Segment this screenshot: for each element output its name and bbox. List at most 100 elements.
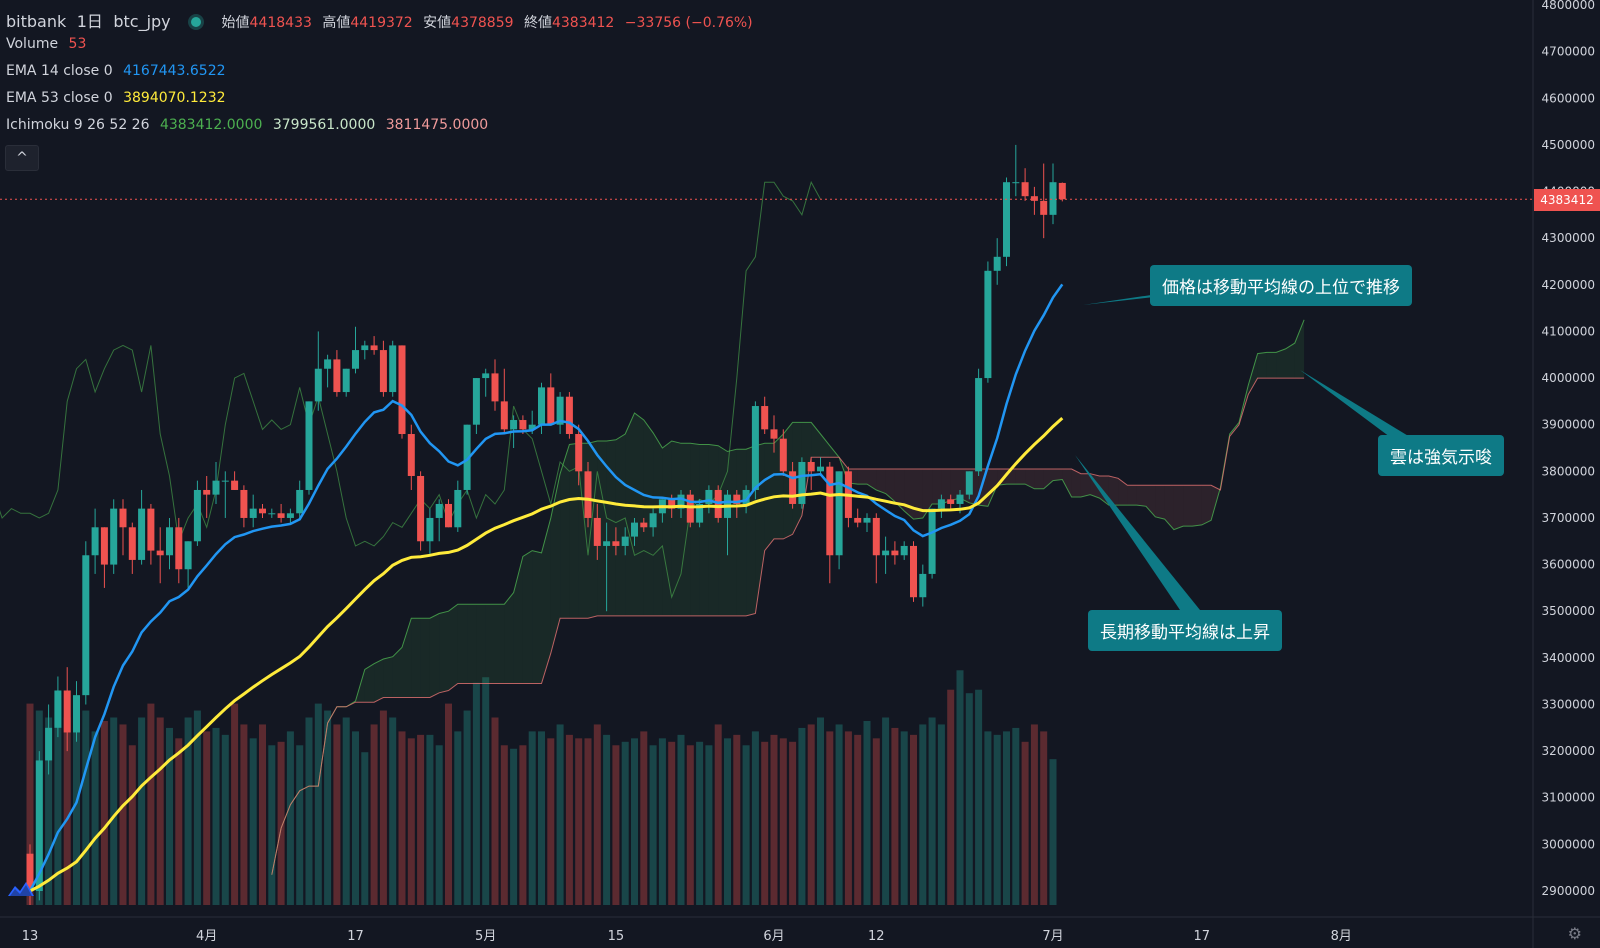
ema53-legend[interactable]: EMA 53 close 0 3894070.1232: [6, 90, 232, 106]
candle-body: [742, 489, 750, 504]
ichimoku-cloud-segment: [1164, 485, 1174, 530]
ema14-label: EMA 14 close 0: [6, 63, 113, 79]
ichimoku-cloud-segment: [1192, 485, 1202, 527]
candle-body: [156, 550, 164, 556]
volume-bar: [314, 703, 322, 905]
candle-body: [110, 508, 118, 565]
price-axis-panel: [1533, 0, 1600, 948]
annotation-long-ma-rising[interactable]: 長期移動平均線は上昇: [1088, 610, 1282, 651]
volume-bar: [463, 710, 471, 905]
volume-bar: [184, 717, 192, 905]
ema14-legend[interactable]: EMA 14 close 0 4167443.6522: [6, 63, 232, 79]
candle-body: [231, 480, 239, 490]
ichimoku-cloud-segment: [1257, 352, 1267, 379]
ichimoku-cloud-segment: [1062, 468, 1072, 497]
candle-body: [789, 471, 797, 504]
candle-body: [166, 527, 173, 556]
ichimoku-cloud-segment: [857, 468, 867, 485]
volume-bar: [110, 717, 118, 905]
candle-body: [528, 424, 536, 430]
candle-body: [519, 420, 527, 430]
ichimoku-cloud-segment: [485, 604, 495, 684]
ichimoku-cloud-segment: [522, 550, 533, 684]
time-tick-label: 13: [22, 929, 39, 944]
time-tick-label: 17: [1194, 929, 1211, 944]
settings-gear-icon[interactable]: ⚙: [1567, 924, 1582, 943]
volume-bar: [277, 741, 285, 905]
volume-bar: [407, 738, 415, 905]
volume-bar: [593, 724, 601, 905]
ichimoku-cloud-segment: [820, 434, 830, 458]
ema53-value: 3894070.1232: [123, 90, 226, 106]
ema53-line: [29, 416, 1064, 893]
candle-body: [631, 522, 638, 537]
candle-body: [807, 461, 815, 472]
ichimoku-cloud-segment: [1201, 485, 1212, 525]
candle-body: [314, 368, 322, 402]
time-tick-label: 15: [608, 929, 625, 944]
ichimoku-cloud-segment: [364, 663, 375, 703]
volume-bar: [119, 724, 127, 905]
candle-body: [259, 508, 266, 514]
volume-bar: [361, 752, 369, 905]
candle-body: [128, 527, 136, 560]
candle-body: [956, 494, 964, 504]
candle-body: [919, 573, 927, 598]
volume-bar: [1049, 759, 1057, 905]
tradingview-logo-icon[interactable]: [6, 876, 36, 900]
volume-bar: [519, 745, 527, 905]
ichimoku-legend[interactable]: Ichimoku 9 26 52 26 4383412.0000 3799561…: [6, 117, 494, 133]
volume-bar: [770, 734, 778, 905]
candle-body: [863, 517, 871, 523]
volume-bar: [240, 724, 248, 905]
volume-bar: [714, 724, 722, 905]
price-tick-label: 3800000: [1542, 464, 1595, 478]
annotation-price-above-ma[interactable]: 価格は移動平均線の上位で推移: [1150, 265, 1412, 306]
volume-bar: [1030, 724, 1038, 905]
candle-body: [556, 396, 564, 425]
ichimoku-cloud-segment: [671, 441, 681, 616]
candle-body: [1040, 200, 1048, 215]
candle-body: [705, 489, 713, 504]
volume-bar: [286, 731, 294, 905]
candle-body: [184, 541, 192, 570]
ichimoku-lagging-line: [0, 180, 821, 600]
time-tick-label: 12: [868, 929, 885, 944]
candle-body: [937, 499, 945, 509]
ema14-value: 4167443.6522: [123, 63, 226, 79]
symbol-label[interactable]: btc_jpy: [113, 12, 171, 31]
volume-legend[interactable]: Volume 53: [6, 36, 92, 52]
volume-bar: [389, 717, 397, 905]
volume-bar: [556, 724, 564, 905]
exchange-name[interactable]: bitbank: [6, 12, 67, 31]
candle-body: [445, 503, 452, 528]
price-tick-label: 4300000: [1542, 231, 1595, 245]
annotation-cloud-bullish[interactable]: 雲は強気示唆: [1378, 435, 1504, 476]
ichimoku-cloud-segment: [653, 432, 663, 616]
volume-bar: [175, 738, 183, 905]
candle-body: [82, 555, 90, 696]
candle-body: [891, 550, 899, 556]
volume-bar: [965, 693, 973, 905]
volume-bar: [789, 741, 797, 905]
volume-bar: [1040, 731, 1048, 905]
ichimoku-cloud-segment: [718, 445, 728, 616]
ichimoku-cloud-segment: [402, 618, 412, 698]
interval-label[interactable]: 1日: [76, 12, 103, 31]
volume-bar: [835, 724, 843, 905]
candle-body: [54, 690, 62, 728]
ichimoku-cloud-segment: [467, 604, 477, 684]
candle-body: [305, 401, 313, 490]
candle-body: [454, 489, 462, 528]
volume-bar: [398, 731, 406, 905]
volume-bar: [268, 745, 276, 905]
collapse-legend-button[interactable]: ^: [5, 145, 39, 171]
volume-bar: [817, 717, 824, 905]
ichimoku-cloud-segment: [476, 604, 486, 684]
volume-bar: [993, 734, 1001, 905]
ichimoku-cloud-segment: [1053, 468, 1063, 481]
volume-bar: [472, 682, 480, 905]
price-tick-label: 4600000: [1542, 91, 1595, 105]
